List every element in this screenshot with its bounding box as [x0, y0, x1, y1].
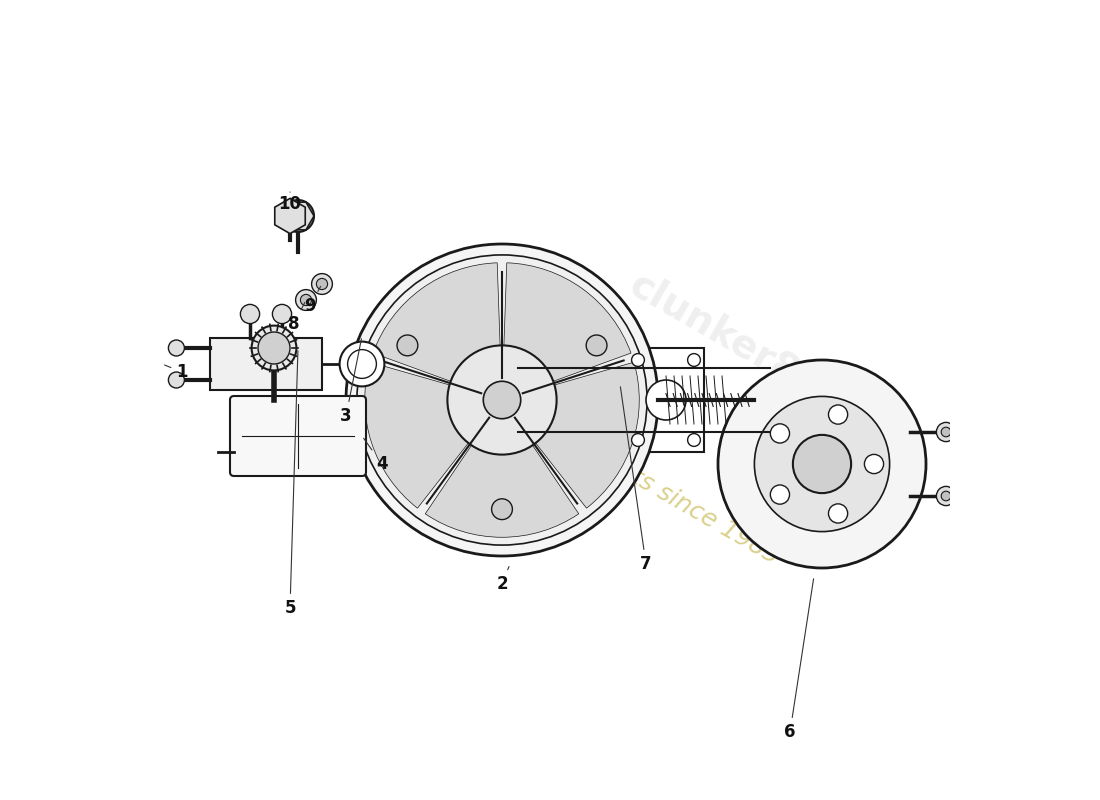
- Circle shape: [448, 346, 557, 454]
- Polygon shape: [275, 198, 305, 234]
- Circle shape: [631, 434, 645, 446]
- Circle shape: [936, 486, 956, 506]
- Circle shape: [646, 380, 686, 420]
- Text: 4: 4: [364, 438, 388, 473]
- Circle shape: [346, 244, 658, 556]
- Wedge shape: [534, 362, 639, 508]
- Text: 2: 2: [496, 566, 509, 593]
- Circle shape: [168, 340, 185, 356]
- Circle shape: [770, 424, 790, 443]
- Circle shape: [828, 504, 848, 523]
- Circle shape: [942, 427, 950, 437]
- Text: 6: 6: [784, 578, 814, 741]
- Text: clunker85: clunker85: [623, 266, 829, 406]
- Polygon shape: [282, 202, 314, 230]
- Circle shape: [356, 255, 647, 545]
- Circle shape: [317, 278, 328, 290]
- Circle shape: [793, 435, 851, 493]
- Circle shape: [483, 382, 520, 418]
- Text: 10: 10: [278, 192, 301, 213]
- FancyBboxPatch shape: [230, 396, 366, 476]
- Text: 5: 5: [284, 350, 298, 617]
- Circle shape: [397, 335, 418, 356]
- Circle shape: [942, 491, 950, 501]
- Wedge shape: [373, 263, 500, 382]
- Text: 3: 3: [340, 338, 362, 425]
- Circle shape: [311, 274, 332, 294]
- Circle shape: [296, 290, 317, 310]
- Wedge shape: [504, 263, 631, 382]
- Circle shape: [348, 350, 376, 378]
- Text: 9: 9: [305, 286, 321, 314]
- Circle shape: [586, 335, 607, 356]
- Wedge shape: [365, 362, 471, 508]
- Text: a passion for parts since 1985: a passion for parts since 1985: [444, 359, 783, 569]
- Wedge shape: [426, 442, 579, 538]
- Circle shape: [300, 294, 311, 306]
- Circle shape: [688, 434, 701, 446]
- Circle shape: [718, 360, 926, 568]
- Circle shape: [688, 354, 701, 366]
- Circle shape: [631, 354, 645, 366]
- Text: 7: 7: [620, 386, 652, 573]
- Text: 8: 8: [288, 302, 305, 333]
- Circle shape: [865, 454, 883, 474]
- Text: 1: 1: [165, 363, 188, 381]
- Circle shape: [770, 485, 790, 504]
- Circle shape: [936, 422, 956, 442]
- Circle shape: [273, 304, 292, 323]
- Circle shape: [252, 326, 296, 370]
- Circle shape: [168, 372, 185, 388]
- Circle shape: [258, 332, 290, 364]
- Circle shape: [340, 342, 384, 386]
- Circle shape: [282, 200, 314, 232]
- Circle shape: [492, 499, 513, 520]
- Circle shape: [241, 304, 260, 323]
- FancyBboxPatch shape: [210, 338, 322, 390]
- Circle shape: [755, 396, 890, 532]
- FancyBboxPatch shape: [628, 348, 704, 452]
- Circle shape: [828, 405, 848, 424]
